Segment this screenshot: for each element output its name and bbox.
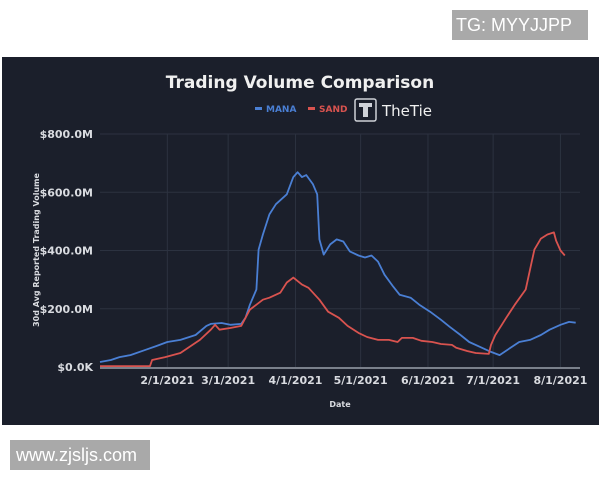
chart-title: Trading Volume Comparison (166, 73, 434, 93)
brand-name: TheTie (381, 102, 432, 120)
y-axis-label: 30d Avg Reported Trading Volume (32, 173, 41, 327)
watermark-bottom: www.zjsljs.com (10, 440, 150, 470)
legend: MANA SAND (255, 105, 347, 115)
thetie-logo-icon (354, 98, 377, 122)
legend-sand-swatch (308, 107, 315, 110)
x-axis-label: Date (329, 400, 351, 409)
x-tick-label: 5/1/2021 (334, 374, 388, 387)
y-tick-label: $400.0M (40, 245, 93, 258)
x-tick-label: 8/1/2021 (533, 374, 587, 387)
x-tick-label: 2/1/2021 (140, 374, 194, 387)
series-lines (99, 171, 576, 368)
y-tick-label: $200.0M (40, 303, 93, 316)
y-tick-label: $800.0M (40, 128, 93, 141)
y-ticks: $0.0K $200.0M $400.0M $600.0M $800.0M (40, 128, 94, 374)
x-ticks: 2/1/2021 3/1/2021 4/1/2021 5/1/2021 6/1/2021… (140, 374, 587, 387)
gridlines (100, 133, 580, 367)
chart-panel (2, 57, 599, 425)
x-tick-label: 6/1/2021 (401, 374, 455, 387)
watermark-top: TG: MYYJJPP (452, 10, 588, 40)
y-tick-label: $0.0K (57, 361, 93, 374)
x-tick-label: 3/1/2021 (201, 374, 255, 387)
y-tick-label: $600.0M (40, 186, 93, 199)
legend-mana-swatch (255, 107, 262, 110)
series-line-sand (100, 231, 566, 368)
x-tick-label: 4/1/2021 (268, 374, 322, 387)
legend-sand-label: SAND (319, 105, 347, 115)
x-tick-label: 7/1/2021 (466, 374, 520, 387)
legend-mana-label: MANA (266, 105, 296, 115)
series-line-mana (99, 171, 576, 363)
